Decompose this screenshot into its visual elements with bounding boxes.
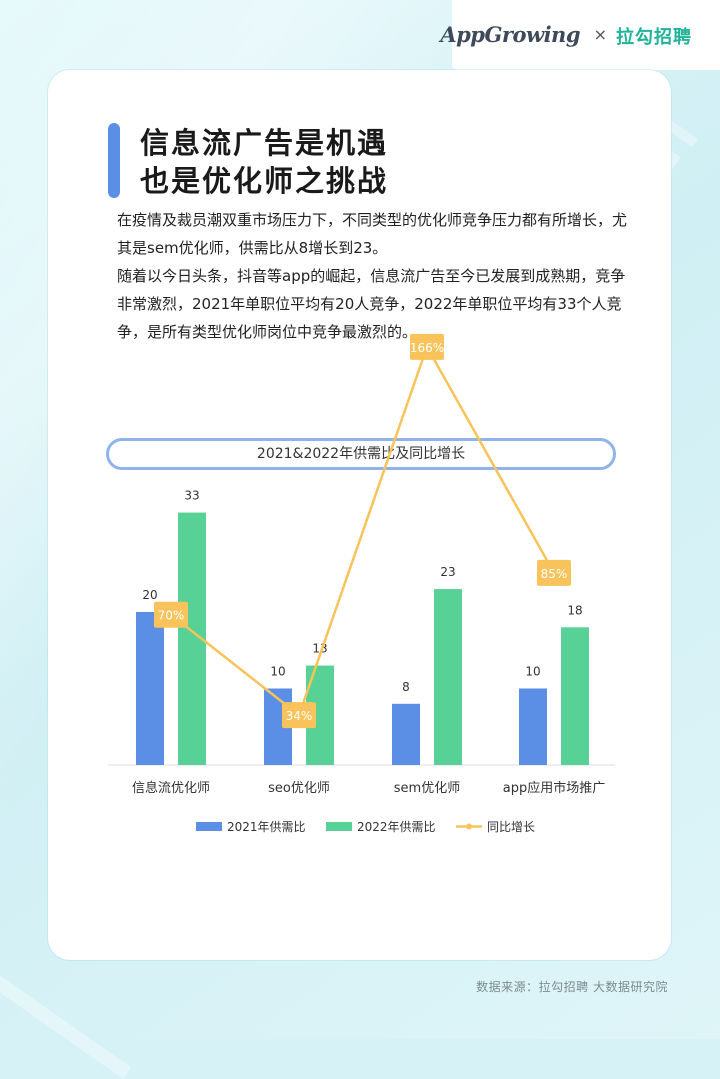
data-label: 18 (567, 603, 582, 617)
bar-2021-3 (519, 688, 547, 765)
data-label: 10 (525, 665, 540, 679)
data-label: 10 (270, 665, 285, 679)
title-line-1: 信息流广告是机遇 (140, 126, 389, 160)
category-label: sem优化师 (394, 781, 460, 796)
body-paragraph-2: 随着以今日头条，抖音等app的崛起，信息流广告至今已发展到成熟期，竞争非常激烈，… (117, 267, 626, 341)
legend-swatch-dot (466, 823, 472, 830)
bar-2021-2 (392, 703, 420, 765)
legend-swatch (196, 822, 222, 831)
bar-2022-3 (561, 627, 589, 765)
growth-marker (154, 601, 188, 628)
legend-label: 同比增长 (487, 820, 535, 834)
growth-marker (410, 333, 444, 360)
bar-2022-2 (434, 589, 462, 765)
growth-label: 70% (158, 609, 185, 623)
content-card (48, 70, 671, 960)
data-label: 23 (440, 565, 455, 579)
data-label: 20 (142, 588, 157, 602)
page-title: 信息流广告是机遇 也是优化师之挑战 (140, 124, 388, 200)
title-line-2: 也是优化师之挑战 (140, 164, 389, 198)
body-text: 在疫情及裁员潮双重市场压力下，不同类型的优化师竞争压力都有所增长，尤其是sem优… (117, 206, 637, 346)
growth-line (170, 343, 556, 718)
growth-label: 166% (410, 341, 444, 355)
data-source: 数据来源：拉勾招聘 大数据研究院 (476, 980, 668, 994)
title-accent-bar (108, 123, 120, 198)
category-label: app应用市场推广 (503, 780, 605, 796)
header-logos: AppGrowing × 拉勾招聘 (440, 0, 720, 70)
appgrowing-logo: AppGrowing (440, 22, 580, 47)
category-label: 信息流优化师 (132, 780, 210, 796)
bar-2021-0 (136, 612, 164, 765)
growth-marker (282, 702, 316, 729)
chart-title: 2021&2022年供需比及同比增长 (106, 438, 616, 470)
growth-label: 34% (286, 709, 313, 723)
growth-marker (537, 559, 571, 586)
data-label: 8 (402, 680, 410, 694)
lagou-logo: 拉勾招聘 (616, 27, 692, 48)
category-label: seo优化师 (268, 781, 330, 796)
legend-swatch (326, 822, 352, 831)
legend-label: 2021年供需比 (227, 820, 306, 834)
body-paragraph-1: 在疫情及裁员潮双重市场压力下，不同类型的优化师竞争压力都有所增长，尤其是sem优… (117, 211, 628, 257)
logo-separator: × (593, 25, 607, 44)
data-label: 33 (184, 489, 199, 503)
growth-label: 85% (541, 567, 568, 581)
legend-label: 2022年供需比 (357, 820, 436, 834)
